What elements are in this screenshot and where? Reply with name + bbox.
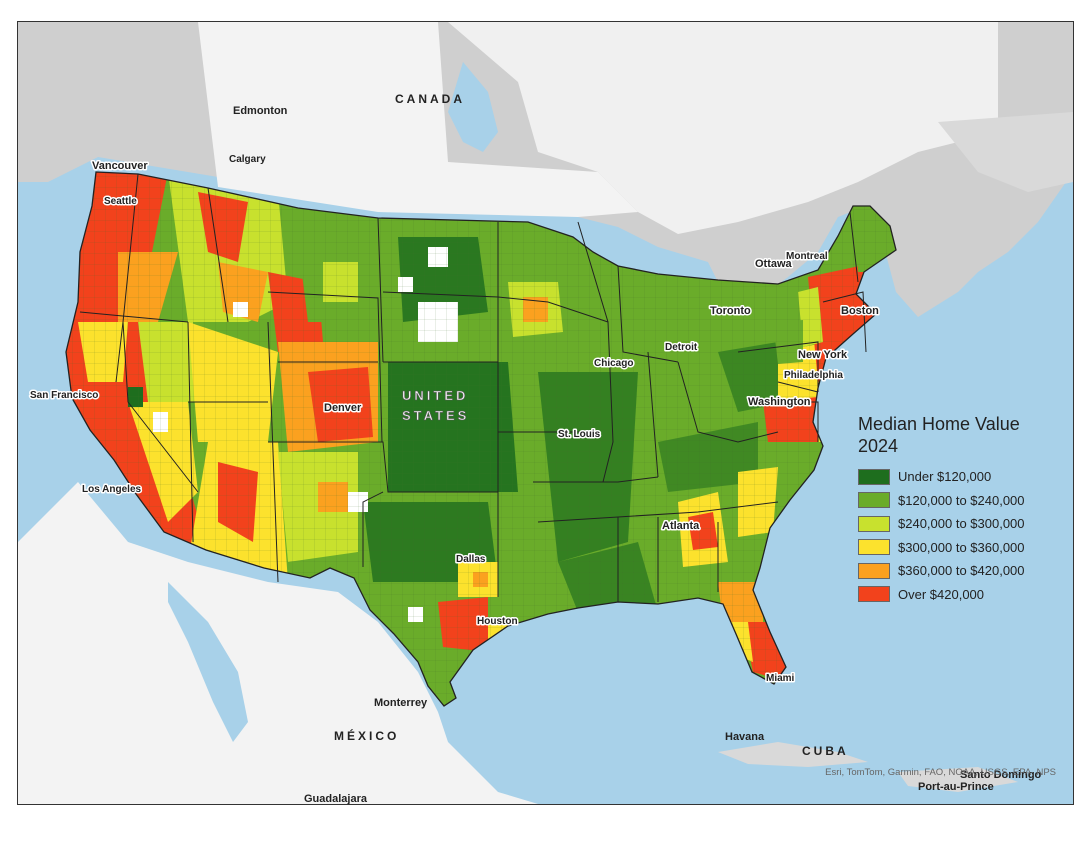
legend-label: Over $420,000: [898, 586, 985, 602]
label-dallas: Dallas: [456, 554, 486, 565]
legend-label: $120,000 to $240,000: [898, 492, 1025, 508]
label-edmonton: Edmonton: [233, 105, 288, 117]
label-guadalajara: Guadalajara: [304, 793, 368, 804]
legend-swatch: [858, 492, 890, 509]
label-united: UNITED: [402, 388, 468, 403]
legend-swatch: [858, 562, 890, 579]
label-port-au-prince: Port-au-Prince: [918, 781, 994, 793]
label-denver: Denver: [324, 402, 362, 414]
label-detroit: Detroit: [665, 342, 698, 353]
state-borders: [65, 171, 897, 707]
legend-label: $240,000 to $300,000: [898, 516, 1025, 532]
legend-title: Median Home Value 2024: [858, 413, 1058, 457]
legend-swatch: [858, 539, 890, 556]
label-atlanta: Atlanta: [662, 520, 700, 532]
label-philadelphia: Philadelphia: [784, 370, 843, 381]
legend-item: $120,000 to $240,000: [858, 489, 1058, 513]
legend-label: $360,000 to $420,000: [898, 563, 1025, 579]
map-frame[interactable]: CANADA Edmonton Calgary Vancouver Seattl…: [17, 21, 1074, 805]
label-chicago: Chicago: [594, 358, 633, 369]
label-san-francisco: San Francisco: [30, 390, 98, 401]
basemap-land: [18, 22, 1073, 804]
legend-items: Under $120,000 $120,000 to $240,000 $240,0…: [858, 465, 1058, 606]
legend-label: $300,000 to $360,000: [898, 539, 1025, 555]
legend-swatch: [858, 586, 890, 603]
attribution: Esri, TomTom, Garmin, FAO, NOAA, USGS, E…: [825, 767, 1056, 778]
label-montreal: Montreal: [786, 251, 828, 262]
label-canada: CANADA: [395, 92, 465, 106]
label-calgary: Calgary: [229, 154, 266, 165]
label-santo-domingo: Santo Domingo: [960, 769, 1042, 781]
legend-swatch: [858, 468, 890, 485]
legend-title-line2: 2024: [858, 436, 899, 456]
label-monterrey: Monterrey: [374, 697, 428, 709]
legend: Median Home Value 2024 Under $120,000 $12…: [858, 413, 1058, 606]
label-cuba: CUBA: [802, 744, 849, 758]
label-toronto: Toronto: [710, 305, 751, 317]
map-canvas[interactable]: CANADA Edmonton Calgary Vancouver Seattl…: [18, 22, 1073, 804]
legend-title-line1: Median Home Value: [858, 414, 1020, 434]
label-st-louis: St. Louis: [558, 429, 601, 440]
legend-swatch: [858, 515, 890, 532]
label-boston: Boston: [841, 305, 879, 317]
label-havana: Havana: [725, 731, 765, 743]
legend-item: Under $120,000: [858, 465, 1058, 489]
label-vancouver: Vancouver: [92, 160, 148, 172]
legend-item: $300,000 to $360,000: [858, 536, 1058, 560]
map-labels: CANADA Edmonton Calgary Vancouver Seattl…: [29, 92, 1042, 804]
legend-label: Under $120,000: [898, 469, 992, 485]
label-states: STATES: [402, 408, 469, 423]
legend-item: $240,000 to $300,000: [858, 512, 1058, 536]
label-miami: Miami: [766, 673, 795, 684]
label-new-york: New York: [798, 349, 848, 361]
label-houston: Houston: [477, 616, 518, 627]
label-washington: Washington: [748, 396, 811, 408]
label-seattle: Seattle: [104, 196, 137, 207]
legend-item: $360,000 to $420,000: [858, 559, 1058, 583]
label-los-angeles: Los Angeles: [82, 484, 142, 495]
legend-item: Over $420,000: [858, 583, 1058, 607]
label-ottawa: Ottawa: [755, 258, 793, 270]
label-mexico: MÉXICO: [334, 728, 399, 743]
